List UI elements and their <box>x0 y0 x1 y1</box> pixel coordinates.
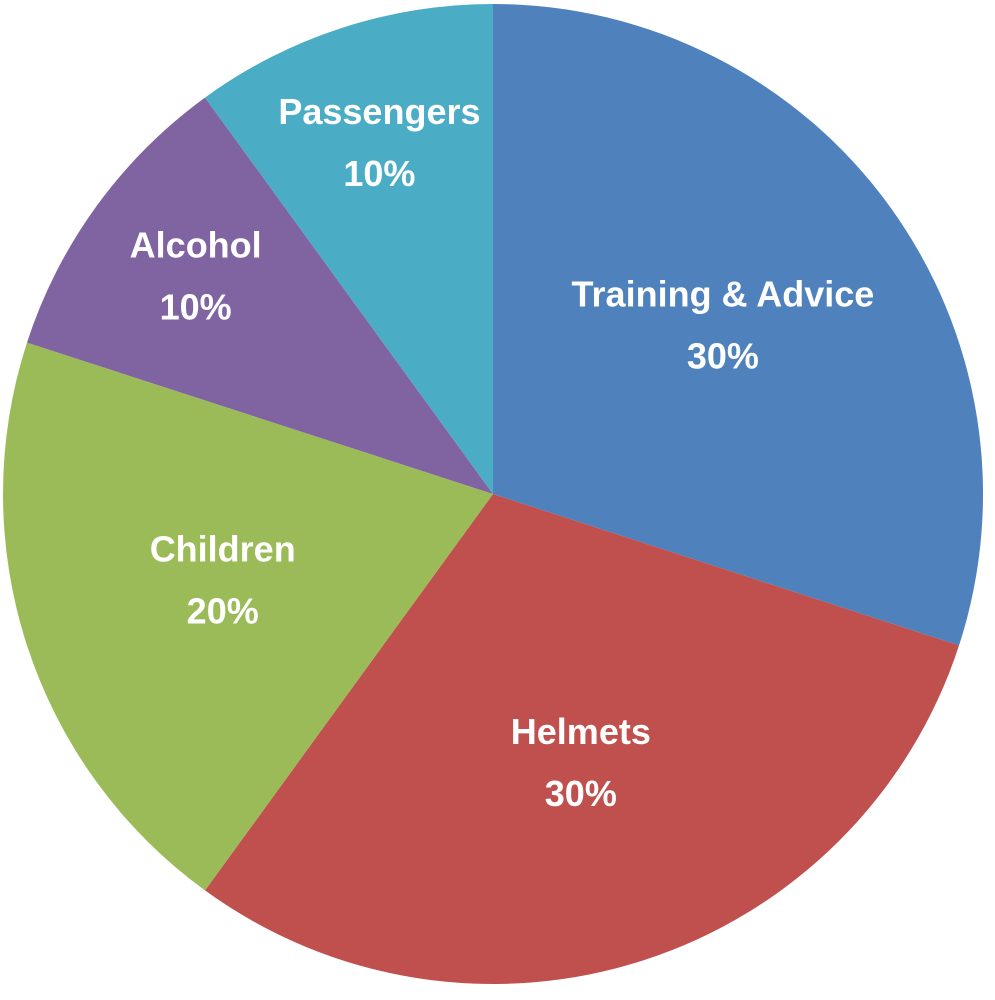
slice-label: Training & Advice <box>572 273 875 314</box>
slice-label: Alcohol <box>130 225 262 266</box>
pie-slice <box>204 494 960 984</box>
slice-value-label: 30% <box>545 773 617 814</box>
slice-value-label: 10% <box>160 287 232 328</box>
pie-slice <box>204 3 493 494</box>
slice-label: Passengers <box>278 91 480 132</box>
slice-label: Helmets <box>511 711 651 752</box>
pie-slice <box>493 4 984 646</box>
slice-value-label: 20% <box>187 590 259 631</box>
pie-slice <box>3 342 493 891</box>
slice-label: Children <box>150 528 296 569</box>
slice-value-label: 10% <box>343 153 415 194</box>
pie-slice <box>26 97 494 495</box>
slice-value-label: 30% <box>687 335 759 376</box>
